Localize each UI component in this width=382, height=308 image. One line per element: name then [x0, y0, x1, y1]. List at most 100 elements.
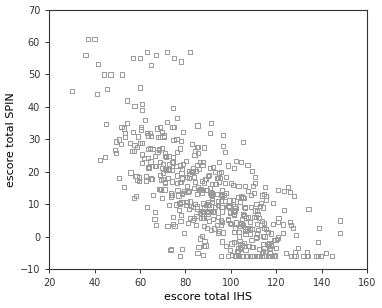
Point [249, 254, 255, 259]
Point [160, 177, 167, 182]
Point [129, 148, 135, 153]
Point [185, 220, 191, 225]
Point [214, 222, 220, 227]
Point [258, 200, 264, 205]
Point [205, 174, 211, 179]
Point [152, 164, 158, 168]
Point [246, 243, 252, 248]
Point [238, 194, 244, 199]
Point [271, 254, 277, 259]
Point [216, 228, 222, 233]
Point [197, 160, 203, 165]
Point [134, 145, 140, 150]
Point [154, 126, 160, 131]
Point [218, 254, 224, 259]
Point [285, 184, 291, 189]
Point [236, 229, 242, 234]
Point [260, 249, 266, 254]
Point [314, 254, 320, 259]
Point [316, 226, 322, 231]
Point [281, 207, 287, 212]
Point [247, 226, 253, 231]
Point [173, 164, 179, 169]
Point [174, 173, 180, 178]
Point [304, 249, 310, 254]
Point [225, 163, 231, 168]
Point [166, 166, 172, 171]
Point [254, 221, 260, 226]
Point [206, 172, 212, 177]
Point [244, 163, 251, 168]
Point [217, 169, 223, 174]
Point [209, 200, 215, 205]
Point [281, 188, 287, 193]
Point [141, 155, 147, 160]
Point [199, 208, 205, 213]
Point [237, 246, 243, 251]
Point [215, 176, 221, 180]
Point [166, 162, 172, 167]
Point [209, 193, 215, 198]
Point [259, 205, 265, 210]
Point [267, 251, 274, 256]
Point [178, 219, 184, 224]
Point [197, 187, 203, 192]
Point [179, 176, 185, 181]
Point [240, 223, 246, 228]
Point [255, 254, 261, 259]
Point [148, 176, 154, 181]
Point [231, 239, 237, 244]
Point [249, 238, 255, 243]
Point [177, 146, 183, 151]
Point [243, 254, 249, 259]
Point [102, 154, 108, 159]
Point [265, 229, 271, 234]
Point [169, 193, 175, 198]
Point [194, 163, 200, 168]
Point [241, 244, 247, 249]
Point [238, 221, 244, 226]
Point [157, 173, 163, 178]
Point [147, 131, 153, 136]
Point [219, 239, 225, 244]
Point [199, 162, 206, 167]
Point [145, 156, 151, 161]
Point [235, 195, 241, 200]
Point [208, 208, 214, 213]
Point [173, 202, 180, 207]
Point [199, 191, 205, 196]
Point [272, 238, 278, 243]
Point [207, 186, 213, 191]
Point [161, 133, 167, 138]
Point [196, 245, 202, 249]
Point [167, 248, 173, 253]
Point [201, 181, 207, 186]
Point [144, 205, 150, 209]
Point [208, 121, 214, 126]
Point [209, 197, 215, 201]
Point [138, 125, 144, 130]
Point [261, 254, 267, 259]
Point [254, 231, 260, 236]
Point [124, 121, 130, 126]
Point [152, 153, 158, 158]
Point [148, 133, 154, 138]
Point [242, 183, 248, 188]
Point [254, 211, 261, 216]
Point [229, 252, 235, 257]
Point [164, 120, 170, 124]
Point [268, 242, 274, 247]
Point [139, 152, 146, 157]
Point [225, 217, 231, 221]
Point [214, 191, 220, 196]
Point [209, 192, 215, 197]
Point [134, 178, 140, 183]
Point [235, 184, 241, 189]
Point [249, 227, 255, 232]
Point [266, 241, 272, 246]
Point [210, 217, 216, 222]
Point [178, 180, 184, 185]
Point [168, 192, 175, 197]
Point [252, 180, 258, 185]
Point [165, 176, 172, 181]
